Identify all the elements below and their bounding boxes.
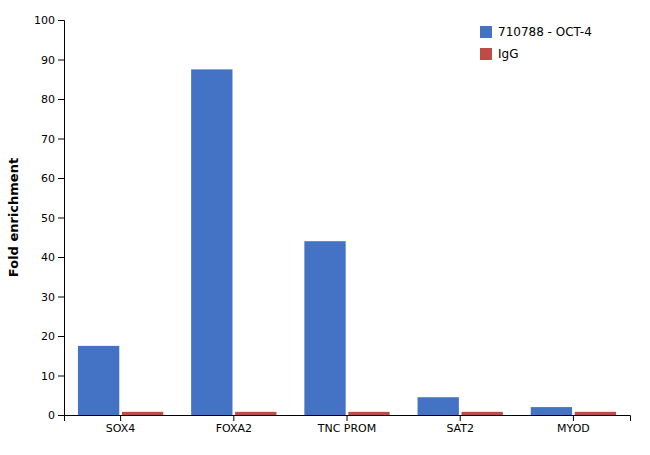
y-tick: 90 bbox=[41, 54, 64, 67]
y-tick-label: 90 bbox=[41, 54, 55, 67]
x-axis: SOX4 FOXA2 TNC PROM SAT2 MYOD bbox=[65, 415, 631, 435]
y-tick-label: 0 bbox=[48, 409, 55, 422]
x-tick-label: TNC PROM bbox=[317, 422, 377, 435]
x-tick: FOXA2 bbox=[216, 415, 252, 435]
y-tick: 30 bbox=[41, 291, 64, 304]
y-tick-label: 50 bbox=[41, 212, 55, 225]
x-axis-line bbox=[65, 416, 631, 422]
y-tick-mark bbox=[58, 297, 64, 298]
legend: 710788 - OCT-4 IgG bbox=[480, 25, 592, 61]
x-tick-mark bbox=[573, 415, 574, 421]
y-tick-mark bbox=[58, 139, 64, 140]
chart-container: SOX4 FOXA2 TNC PROM SAT2 MYOD 0 10 20 30 40 50 60 70… bbox=[0, 0, 650, 455]
bar bbox=[304, 241, 345, 415]
y-tick-label: 40 bbox=[41, 251, 55, 264]
y-tick-mark bbox=[58, 415, 64, 416]
y-tick: 40 bbox=[41, 251, 64, 264]
y-tick: 60 bbox=[41, 172, 64, 185]
y-tick-mark bbox=[58, 218, 64, 219]
y-tick-mark bbox=[58, 336, 64, 337]
y-tick-mark bbox=[58, 178, 64, 179]
bar bbox=[418, 397, 459, 415]
y-tick-mark bbox=[58, 257, 64, 258]
chart-svg: SOX4 FOXA2 TNC PROM SAT2 MYOD 0 10 20 30 40 50 60 70… bbox=[0, 0, 650, 455]
x-tick-mark bbox=[120, 415, 121, 421]
y-tick: 0 bbox=[48, 409, 64, 422]
y-tick-label: 70 bbox=[41, 133, 55, 146]
y-tick: 80 bbox=[41, 93, 64, 106]
x-tick-label: FOXA2 bbox=[216, 422, 252, 435]
y-tick-mark bbox=[58, 60, 64, 61]
bar bbox=[462, 412, 503, 415]
y-axis-title: Fold enrichment bbox=[6, 158, 21, 277]
y-tick: 50 bbox=[41, 212, 64, 225]
bar-series bbox=[78, 69, 572, 415]
y-tick: 10 bbox=[41, 370, 64, 383]
plot-area: SOX4 FOXA2 TNC PROM SAT2 MYOD 0 10 20 30 40 50 60 70… bbox=[34, 14, 631, 435]
bar bbox=[191, 69, 232, 415]
bar bbox=[78, 346, 119, 415]
y-tick: 100 bbox=[34, 14, 64, 27]
legend-swatch bbox=[480, 26, 492, 38]
y-tick-label: 30 bbox=[41, 291, 55, 304]
bars bbox=[78, 69, 616, 415]
x-tick: SAT2 bbox=[446, 415, 474, 435]
bar bbox=[235, 412, 276, 415]
x-tick: TNC PROM bbox=[317, 415, 377, 435]
x-tick-label: SOX4 bbox=[106, 422, 135, 435]
x-tick-mark bbox=[460, 415, 461, 421]
y-tick-label: 60 bbox=[41, 172, 55, 185]
legend-label: 710788 - OCT-4 bbox=[498, 25, 592, 39]
legend-item: 710788 - OCT-4 bbox=[480, 25, 592, 39]
y-tick-mark bbox=[58, 376, 64, 377]
y-tick-mark bbox=[58, 99, 64, 100]
y-tick: 20 bbox=[41, 330, 64, 343]
y-tick-label: 80 bbox=[41, 93, 55, 106]
bar bbox=[575, 412, 616, 415]
bar-series bbox=[122, 412, 616, 415]
y-tick: 70 bbox=[41, 133, 64, 146]
legend-swatch bbox=[480, 48, 492, 60]
x-tick: MYOD bbox=[557, 415, 590, 435]
x-tick-label: SAT2 bbox=[446, 422, 474, 435]
x-tick-mark bbox=[347, 415, 348, 421]
y-tick-mark bbox=[58, 20, 64, 21]
x-tick-label: MYOD bbox=[557, 422, 590, 435]
legend-label: IgG bbox=[498, 47, 518, 61]
legend-item: IgG bbox=[480, 47, 518, 61]
y-axis-line bbox=[58, 21, 65, 416]
y-tick-label: 10 bbox=[41, 370, 55, 383]
bar bbox=[122, 412, 163, 415]
y-tick-label: 20 bbox=[41, 330, 55, 343]
x-tick: SOX4 bbox=[106, 415, 135, 435]
y-tick-label: 100 bbox=[34, 14, 55, 27]
bar bbox=[531, 407, 572, 415]
bar bbox=[348, 412, 389, 415]
x-tick-mark bbox=[233, 415, 234, 421]
y-axis: 0 10 20 30 40 50 60 70 80 90 100 bbox=[34, 14, 65, 422]
